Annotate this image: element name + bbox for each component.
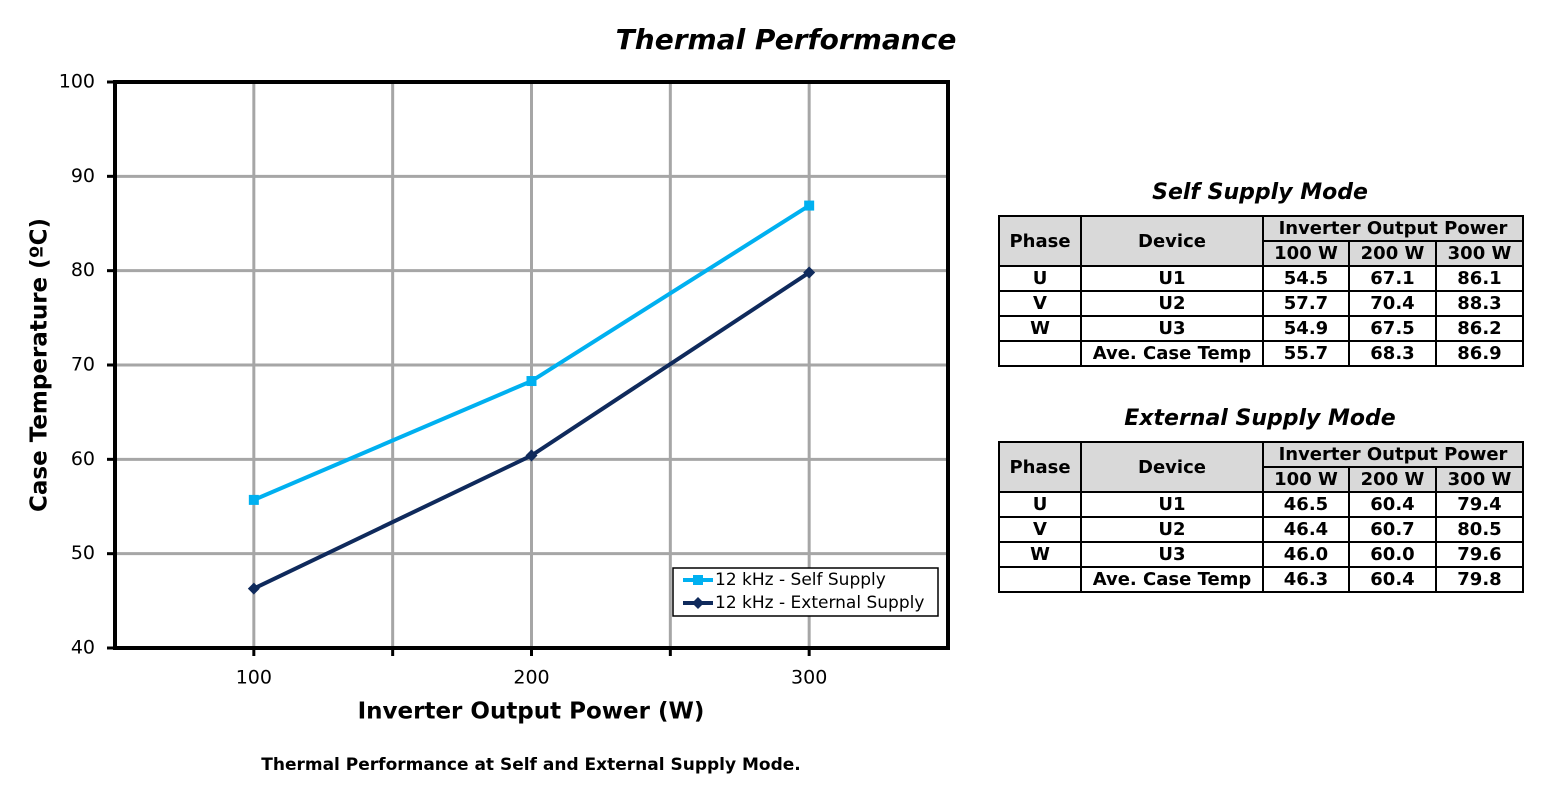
y-tick-label: 80 bbox=[71, 259, 95, 281]
marker bbox=[804, 200, 815, 211]
table-cell: 46.3 bbox=[1262, 566, 1350, 593]
table-cell: Ave. Case Temp bbox=[1080, 566, 1264, 593]
blank-cell bbox=[998, 340, 1082, 367]
table-cell: 46.4 bbox=[1262, 516, 1350, 543]
table-cell: U bbox=[998, 491, 1082, 518]
plot-frame bbox=[113, 80, 950, 650]
table-cell: 60.4 bbox=[1348, 491, 1437, 518]
y-tick-label: 40 bbox=[71, 637, 95, 659]
table-cell: 55.7 bbox=[1262, 340, 1350, 367]
table-cell: 46.0 bbox=[1262, 541, 1350, 568]
table-cell: 54.9 bbox=[1262, 315, 1350, 342]
legend-label: 12 kHz - Self Supply bbox=[715, 570, 886, 590]
table-title: External Supply Mode bbox=[1124, 406, 1396, 431]
caption: Thermal Performance at Self and External… bbox=[261, 755, 801, 775]
table-title: Self Supply Mode bbox=[1152, 180, 1368, 205]
y-tick-label: 70 bbox=[71, 354, 95, 376]
marker bbox=[526, 376, 537, 387]
table-row: U U1 54.5 67.1 86.1 bbox=[998, 265, 1524, 292]
table-cell: U2 bbox=[1080, 516, 1264, 543]
table-cell: 67.1 bbox=[1348, 265, 1437, 292]
header-cell: 100 W bbox=[1262, 466, 1350, 493]
table-cell: 79.8 bbox=[1435, 566, 1524, 593]
header-row: 100 W 200 W 300 W bbox=[999, 466, 1524, 493]
y-tick-label: 60 bbox=[71, 448, 95, 470]
table-cell: 60.7 bbox=[1348, 516, 1437, 543]
average-row: Ave. Case Temp 46.3 60.4 79.8 bbox=[998, 566, 1524, 593]
table-cell: 79.6 bbox=[1435, 541, 1524, 568]
table-cell: W bbox=[998, 541, 1082, 568]
x-tick-label: 200 bbox=[513, 667, 549, 689]
data-table: Phase Device Inverter Output Power 100 W 200… bbox=[998, 441, 1524, 593]
marker bbox=[525, 449, 538, 462]
y-tick-label: 50 bbox=[71, 542, 95, 564]
legend-box bbox=[672, 567, 939, 617]
table-cell: U3 bbox=[1080, 315, 1264, 342]
chart-title: Thermal Performance bbox=[616, 23, 957, 56]
table-cell: 46.5 bbox=[1262, 491, 1350, 518]
table-cell: 86.2 bbox=[1435, 315, 1524, 342]
y-tick-label: 90 bbox=[71, 165, 95, 187]
header-cell: 200 W bbox=[1348, 240, 1437, 267]
legend-label: 12 kHz - External Supply bbox=[715, 593, 924, 613]
table-cell: U bbox=[998, 265, 1082, 292]
table-cell: 68.3 bbox=[1348, 340, 1437, 367]
marker bbox=[247, 582, 260, 595]
table-cell: 60.0 bbox=[1348, 541, 1437, 568]
table-cell: 70.4 bbox=[1348, 290, 1437, 317]
table-cell: 88.3 bbox=[1435, 290, 1524, 317]
legend-marker bbox=[693, 575, 703, 585]
x-tick-label: 100 bbox=[236, 667, 272, 689]
table-cell: U3 bbox=[1080, 541, 1264, 568]
header-cell: 300 W bbox=[1435, 466, 1524, 493]
y-axis-label: Case Temperature (ºC) bbox=[27, 218, 53, 512]
chart: Thermal Performance Inverter Output Powe… bbox=[27, 23, 957, 725]
header-cell: Device bbox=[1080, 215, 1264, 267]
table-cell: W bbox=[998, 315, 1082, 342]
header-cell: Inverter Output Power bbox=[1262, 441, 1524, 468]
header-cell: 300 W bbox=[1435, 240, 1524, 267]
table-cell: 67.5 bbox=[1348, 315, 1437, 342]
table-cell: V bbox=[998, 516, 1082, 543]
table-row: U U1 46.5 60.4 79.4 bbox=[998, 491, 1524, 518]
table-cell: 86.1 bbox=[1435, 265, 1524, 292]
table-cell: U1 bbox=[1080, 265, 1264, 292]
table-cell: 86.9 bbox=[1435, 340, 1524, 367]
table-cell: 60.4 bbox=[1348, 566, 1437, 593]
header-cell: Inverter Output Power bbox=[1262, 215, 1524, 242]
y-tick-label: 100 bbox=[59, 71, 95, 93]
header-cell: 100 W bbox=[1262, 240, 1350, 267]
table-cell: U1 bbox=[1080, 491, 1264, 518]
marker bbox=[248, 494, 259, 505]
table-cell: V bbox=[998, 290, 1082, 317]
table-cell: 54.5 bbox=[1262, 265, 1350, 292]
x-axis-label: Inverter Output Power (W) bbox=[358, 699, 705, 725]
table-cell: Ave. Case Temp bbox=[1080, 340, 1264, 367]
x-tick-label: 300 bbox=[791, 667, 827, 689]
header-cell: 200 W bbox=[1348, 466, 1437, 493]
header-cell: Phase bbox=[998, 215, 1082, 267]
table-row: W U3 54.9 67.5 86.2 bbox=[998, 315, 1524, 342]
table-cell: 80.5 bbox=[1435, 516, 1524, 543]
blank-cell bbox=[998, 566, 1082, 593]
table-cell: 79.4 bbox=[1435, 491, 1524, 518]
header-row: Phase Device Inverter Output Power bbox=[998, 215, 1524, 267]
table-row: V U2 46.4 60.7 80.5 bbox=[998, 516, 1524, 543]
header-row: Phase Device Inverter Output Power bbox=[998, 441, 1524, 493]
header-cell: Device bbox=[1080, 441, 1264, 493]
table-row: W U3 46.0 60.0 79.6 bbox=[998, 541, 1524, 568]
table-cell: 57.7 bbox=[1262, 290, 1350, 317]
header-row: 100 W 200 W 300 W bbox=[999, 240, 1524, 267]
header-cell: Phase bbox=[998, 441, 1082, 493]
table-row: V U2 57.7 70.4 88.3 bbox=[998, 290, 1524, 317]
average-row: Ave. Case Temp 55.7 68.3 86.9 bbox=[998, 340, 1524, 367]
legend-marker bbox=[692, 597, 704, 609]
data-table: Phase Device Inverter Output Power 100 W 200… bbox=[998, 215, 1524, 367]
table-cell: U2 bbox=[1080, 290, 1264, 317]
marker bbox=[803, 266, 816, 279]
